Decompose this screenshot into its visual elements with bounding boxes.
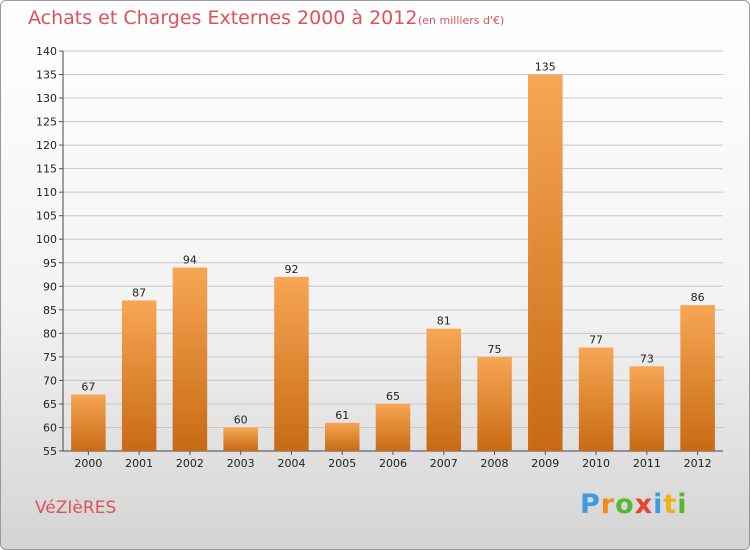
data-label-2005: 61 bbox=[335, 409, 349, 422]
logo-letter: o bbox=[615, 489, 635, 520]
y-tick-label: 70 bbox=[43, 374, 57, 387]
data-label-2006: 65 bbox=[386, 390, 400, 403]
bar-2010 bbox=[578, 347, 614, 451]
x-tick-label-2004: 2004 bbox=[277, 457, 305, 470]
x-tick-label-2008: 2008 bbox=[481, 457, 509, 470]
y-tick-label: 55 bbox=[43, 445, 57, 458]
logo-letter: x bbox=[634, 489, 654, 520]
logo-letter: r bbox=[600, 489, 616, 520]
proxiti-logo[interactable]: Proxiti bbox=[580, 489, 688, 520]
logo-letter: i bbox=[677, 489, 688, 520]
y-tick-label: 75 bbox=[43, 351, 57, 364]
y-tick-label: 100 bbox=[36, 233, 57, 246]
chart-title: Achats et Charges Externes 2000 à 2012 bbox=[28, 7, 418, 29]
y-tick-label: 80 bbox=[43, 327, 57, 340]
bar-2002 bbox=[172, 267, 208, 451]
bar-2011 bbox=[629, 366, 665, 451]
commune-name: VéZIèRES bbox=[35, 498, 117, 518]
data-label-2002: 94 bbox=[183, 253, 197, 266]
data-label-2004: 92 bbox=[284, 263, 298, 276]
y-tick-label: 140 bbox=[36, 45, 57, 58]
data-label-2010: 77 bbox=[589, 333, 603, 346]
x-tick-label-2001: 2001 bbox=[125, 457, 153, 470]
data-label-2007: 81 bbox=[437, 315, 451, 328]
bar-2000 bbox=[71, 394, 106, 451]
data-label-2003: 60 bbox=[234, 413, 248, 426]
x-tick-label-2012: 2012 bbox=[684, 457, 712, 470]
y-tick-label: 105 bbox=[36, 210, 57, 223]
bars: 67 87 94 60 92 61 65 81 75 135 77 73 86 bbox=[71, 61, 715, 451]
data-label-2001: 87 bbox=[132, 286, 146, 299]
x-tick-label-2002: 2002 bbox=[176, 457, 204, 470]
x-tick-label-2003: 2003 bbox=[227, 457, 255, 470]
x-tick-label-2006: 2006 bbox=[379, 457, 407, 470]
x-tick-label-2007: 2007 bbox=[430, 457, 458, 470]
x-tick-label-2009: 2009 bbox=[531, 457, 559, 470]
y-tick-label: 110 bbox=[36, 186, 57, 199]
y-tick-label: 125 bbox=[36, 116, 57, 129]
logo-letter: t bbox=[663, 489, 678, 520]
bar-2007 bbox=[426, 328, 462, 451]
y-tick-label: 120 bbox=[36, 139, 57, 152]
bar-2008 bbox=[477, 356, 512, 451]
x-tick-label-2010: 2010 bbox=[582, 457, 610, 470]
y-tick-label: 85 bbox=[43, 304, 57, 317]
y-axis-ticks: 55 60 65 70 75 80 85 90 95 100 105 110 115 120 125 130 1… bbox=[36, 45, 63, 458]
bar-2012 bbox=[680, 305, 715, 451]
bar-2005 bbox=[324, 422, 360, 451]
bar-2009 bbox=[528, 74, 563, 451]
bar-2006 bbox=[375, 403, 411, 451]
y-tick-label: 95 bbox=[43, 257, 57, 270]
y-tick-label: 130 bbox=[36, 92, 57, 105]
data-label-2008: 75 bbox=[488, 343, 502, 356]
logo-letter: P bbox=[580, 489, 601, 520]
bar-2004 bbox=[274, 276, 309, 451]
chart-subtitle: (en milliers d'€) bbox=[418, 14, 505, 27]
y-tick-label: 60 bbox=[43, 421, 57, 434]
x-tick-label-2000: 2000 bbox=[74, 457, 102, 470]
bar-2001 bbox=[121, 300, 157, 451]
data-label-2012: 86 bbox=[691, 291, 705, 304]
data-label-2009: 135 bbox=[535, 61, 556, 74]
x-axis-ticks: 2000 2001 2002 2003 2004 2005 2006 2007 2008 2009… bbox=[74, 451, 712, 470]
logo-letter: i bbox=[653, 489, 664, 520]
y-tick-label: 90 bbox=[43, 280, 57, 293]
x-tick-label-2011: 2011 bbox=[633, 457, 661, 470]
y-tick-label: 135 bbox=[36, 69, 57, 82]
y-tick-label: 65 bbox=[43, 398, 57, 411]
y-tick-label: 115 bbox=[36, 163, 57, 176]
bar-2003 bbox=[223, 427, 258, 451]
data-label-2011: 73 bbox=[640, 352, 654, 365]
data-label-2000: 67 bbox=[81, 381, 95, 394]
x-tick-label-2005: 2005 bbox=[328, 457, 356, 470]
